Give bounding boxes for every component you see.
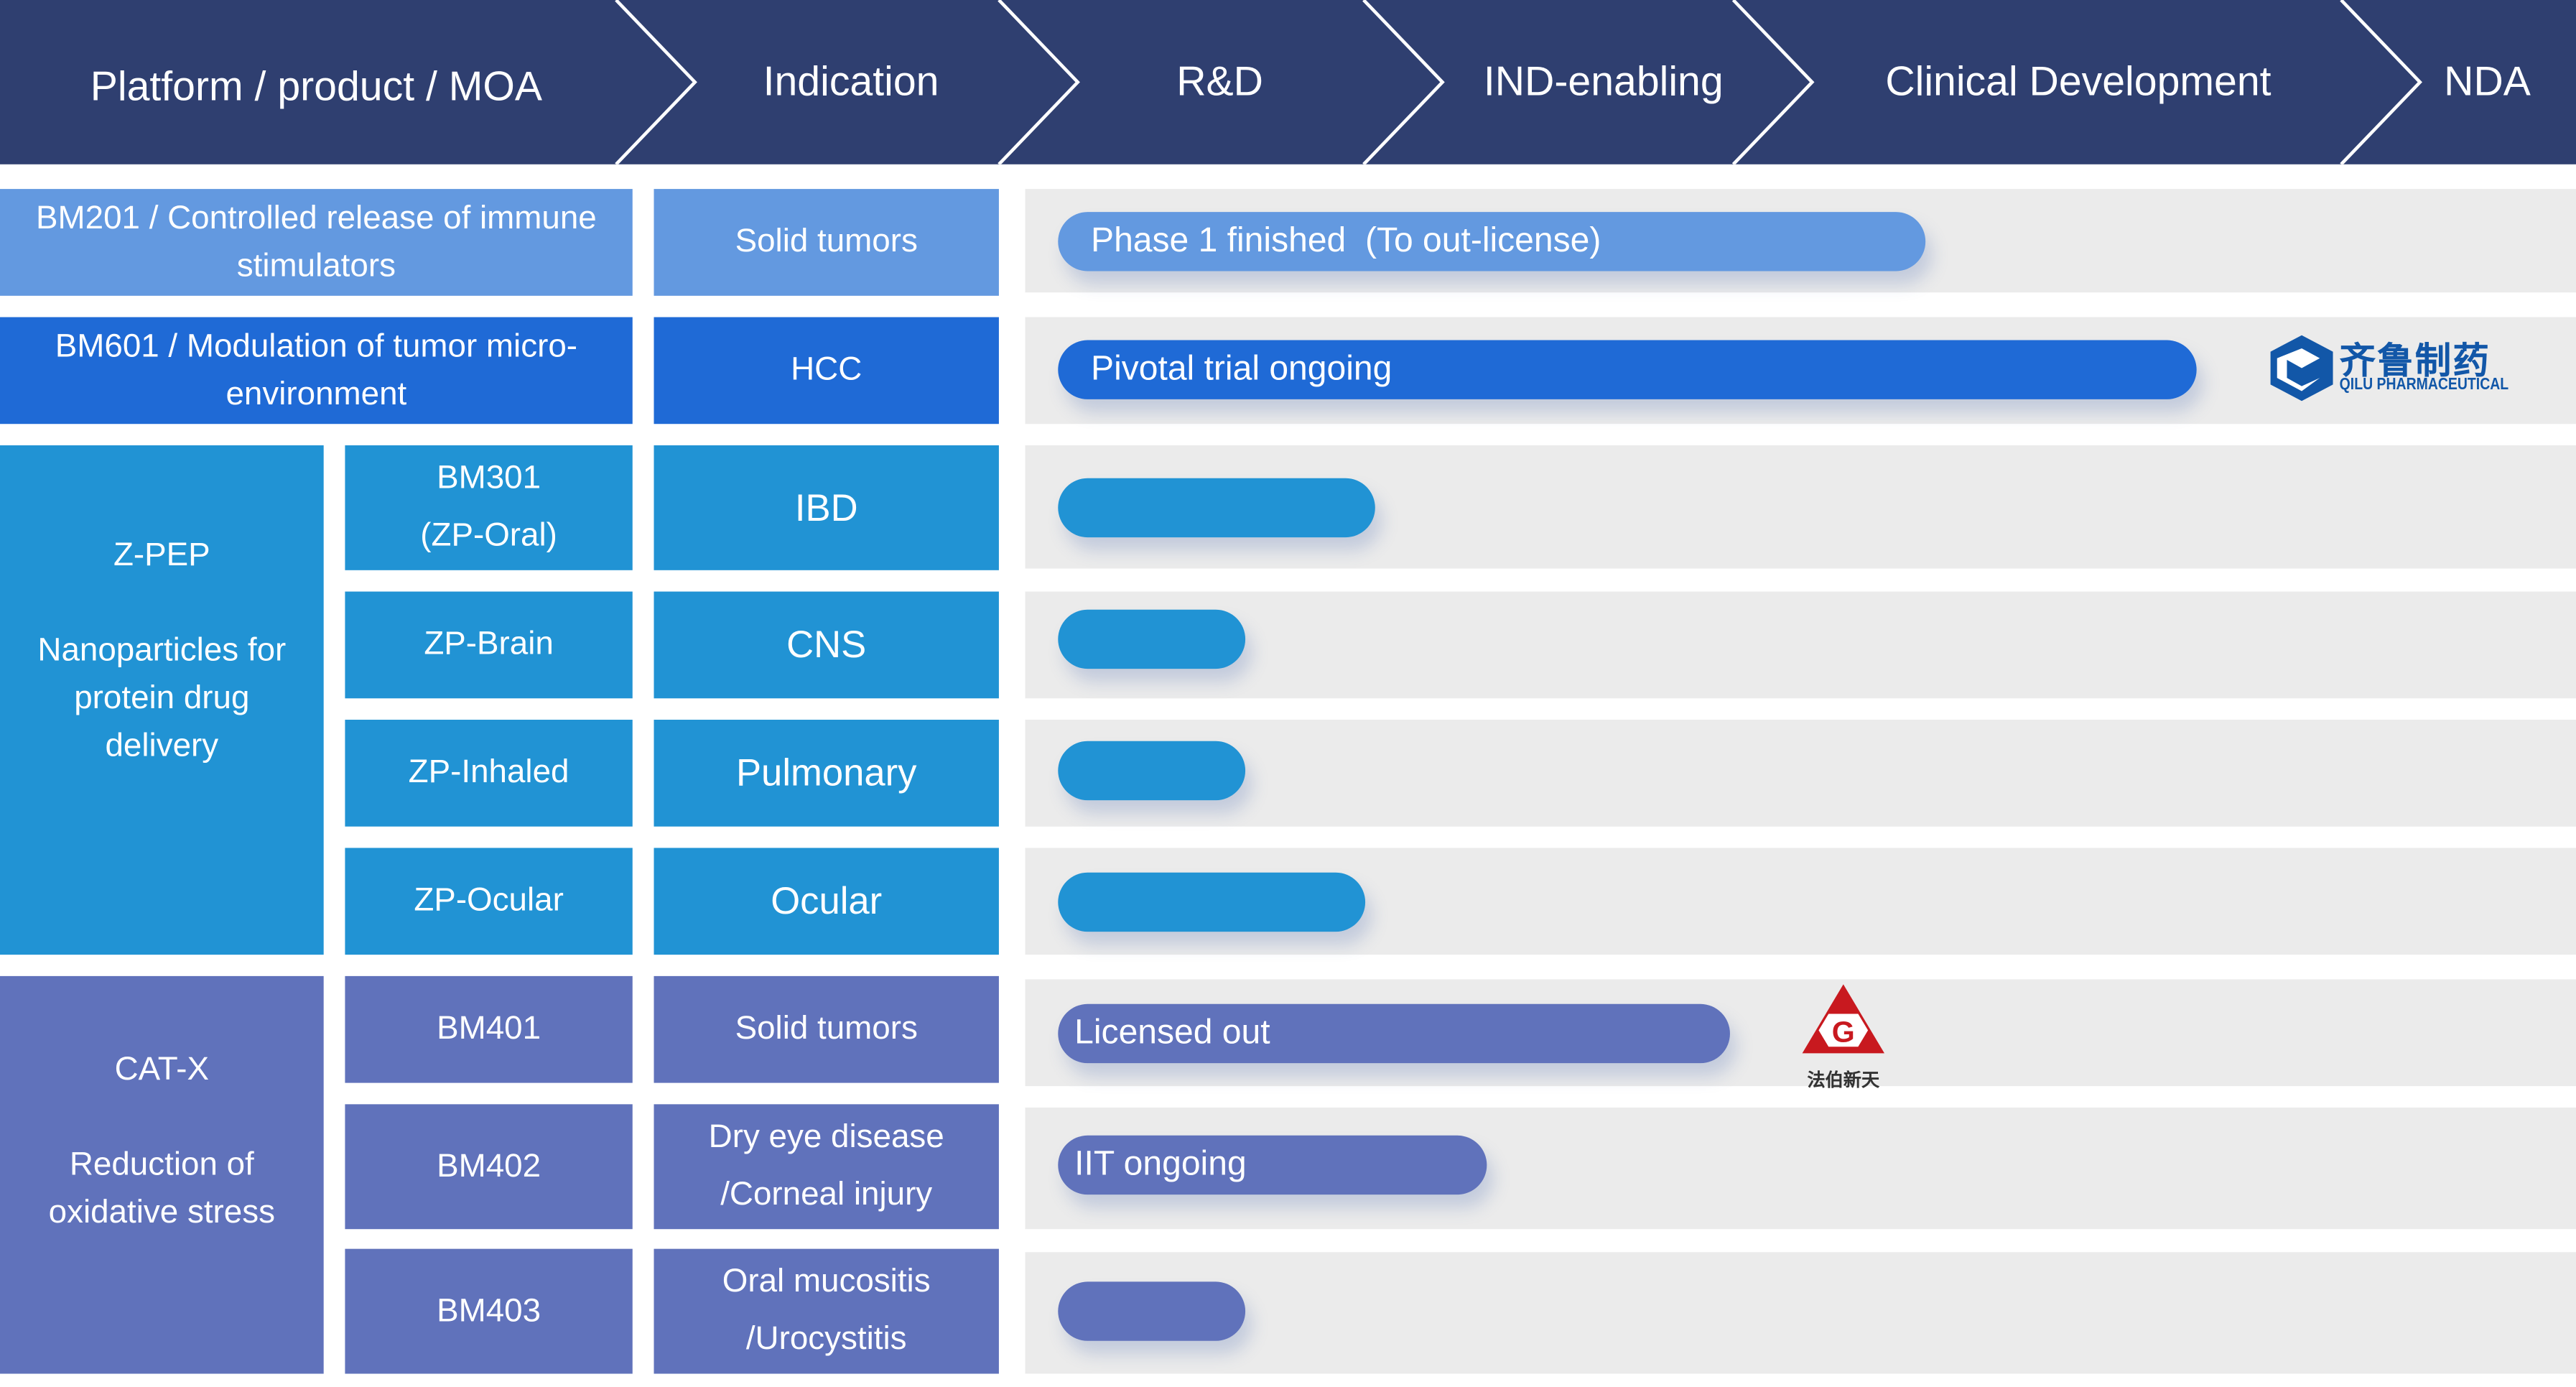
indication-bm601: HCC (654, 317, 999, 425)
platform-catx: CAT-X Reduction of oxidative stress (0, 975, 324, 1374)
platform-zpep: Z-PEP Nanoparticles for protein drug del… (0, 445, 324, 955)
progress-bar-bm201: Phase 1 finished (To out-license) (1058, 212, 1926, 272)
product-bm403: BM403 (345, 1248, 633, 1374)
product-bm301: BM301 (ZP-Oral) (345, 445, 633, 570)
header-platform: Platform / product / MOA (90, 63, 543, 110)
platform-moa: Nanoparticles for protein drug delivery (37, 631, 287, 764)
progress-bar-bm601: Pivotal trial ongoing (1058, 340, 2197, 399)
bar-label: Licensed out (1074, 1013, 1270, 1052)
header-ind-enabling: IND-enabling (1483, 58, 1724, 105)
product-bm201: BM201 / Controlled release of immune sti… (0, 189, 633, 296)
svg-text:G: G (1832, 1015, 1855, 1048)
stage-header: Platform / product / MOA Indication R&D … (0, 0, 2576, 164)
header-indication: Indication (763, 58, 939, 105)
bar-label: Phase 1 finished (To out-license) (1091, 221, 1601, 260)
bar-label: Pivotal trial ongoing (1091, 350, 1392, 388)
product-zp-inhaled: ZP-Inhaled (345, 720, 633, 827)
qilu-name-cn: 齐鲁制药 (2339, 340, 2491, 381)
lane-bm403 (1025, 1252, 2576, 1374)
platform-name: Z-PEP (113, 536, 210, 573)
progress-bar-zp-brain (1058, 609, 1246, 669)
fabo-logo-mark-icon: G (1802, 984, 1884, 1054)
indication-pulmonary: Pulmonary (654, 720, 999, 827)
indication-ocular: Ocular (654, 848, 999, 955)
indication-bm401: Solid tumors (654, 975, 999, 1083)
qilu-name-en: QILU PHARMACEUTICAL (2339, 376, 2509, 395)
product-zp-ocular: ZP-Ocular (345, 848, 633, 955)
fabo-xintian-logo: G 法伯新天 (1795, 981, 1891, 1093)
indication-bm402: Dry eye disease /Corneal injury (654, 1104, 999, 1230)
chevron-dividers (615, 0, 2422, 164)
progress-bar-bm403 (1058, 1281, 1246, 1341)
indication-ibd: IBD (654, 445, 999, 570)
progress-bar-zp-inhaled (1058, 741, 1246, 801)
header-rnd: R&D (1176, 58, 1263, 105)
progress-bar-bm301 (1058, 478, 1375, 538)
progress-bar-bm401: Licensed out (1058, 1003, 1730, 1064)
indication-cns: CNS (654, 591, 999, 699)
lane-zp-inhaled (1025, 720, 2576, 827)
indication-bm201: Solid tumors (654, 189, 999, 296)
progress-bar-bm402: IIT ongoing (1058, 1135, 1487, 1195)
lane-zp-brain (1025, 591, 2576, 699)
product-zp-brain: ZP-Brain (345, 591, 633, 699)
indication-bm403: Oral mucositis /Urocystitis (654, 1248, 999, 1374)
platform-name: CAT-X (114, 1052, 210, 1088)
product-bm401: BM401 (345, 975, 633, 1083)
qilu-logo: 齐鲁制药 QILU PHARMACEUTICAL (2267, 333, 2530, 402)
product-bm601: BM601 / Modulation of tumor micro-enviro… (0, 317, 633, 425)
product-bm402: BM402 (345, 1104, 633, 1230)
header-clinical: Clinical Development (1885, 58, 2272, 105)
qilu-logo-mark-icon (2270, 335, 2333, 402)
bar-label: IIT ongoing (1074, 1145, 1247, 1184)
fabo-name-cn: 法伯新天 (1807, 1071, 1880, 1092)
header-nda: NDA (2444, 58, 2531, 105)
progress-bar-zp-ocular (1058, 872, 1366, 932)
platform-moa: Reduction of oxidative stress (48, 1146, 276, 1231)
